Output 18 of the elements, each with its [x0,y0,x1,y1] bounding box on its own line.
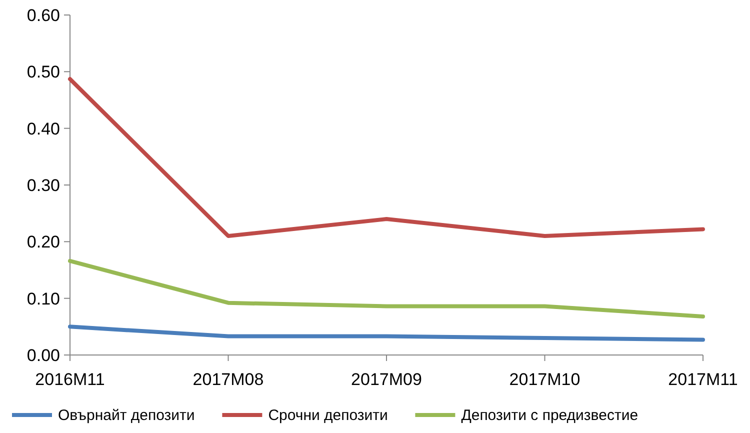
y-tick-label: 0.20 [26,232,60,252]
y-tick-label: 0.10 [26,289,60,308]
line-series [68,258,705,318]
y-tick-label: 0.00 [26,346,60,365]
y-tick-label: 0.50 [26,62,60,82]
y-tick-label: 0.40 [26,119,60,138]
legend-label: Депозити с предизвестие [461,407,638,424]
x-tick-label: 2017M09 [351,370,422,389]
x-tick-label: 2017M10 [509,370,580,389]
x-tick-label: 2016M11 [35,370,105,389]
x-tick-label: 2017M11 [668,370,738,389]
line-series [68,77,705,238]
legend-label: Овърнайт депозити [58,407,195,424]
x-tick-label: 2017M08 [192,370,264,389]
y-tick-label: 0.60 [26,6,60,25]
legend-label: Срочни депозити [268,407,388,424]
line-series [68,324,705,342]
y-tick-label: 0.30 [26,176,60,195]
